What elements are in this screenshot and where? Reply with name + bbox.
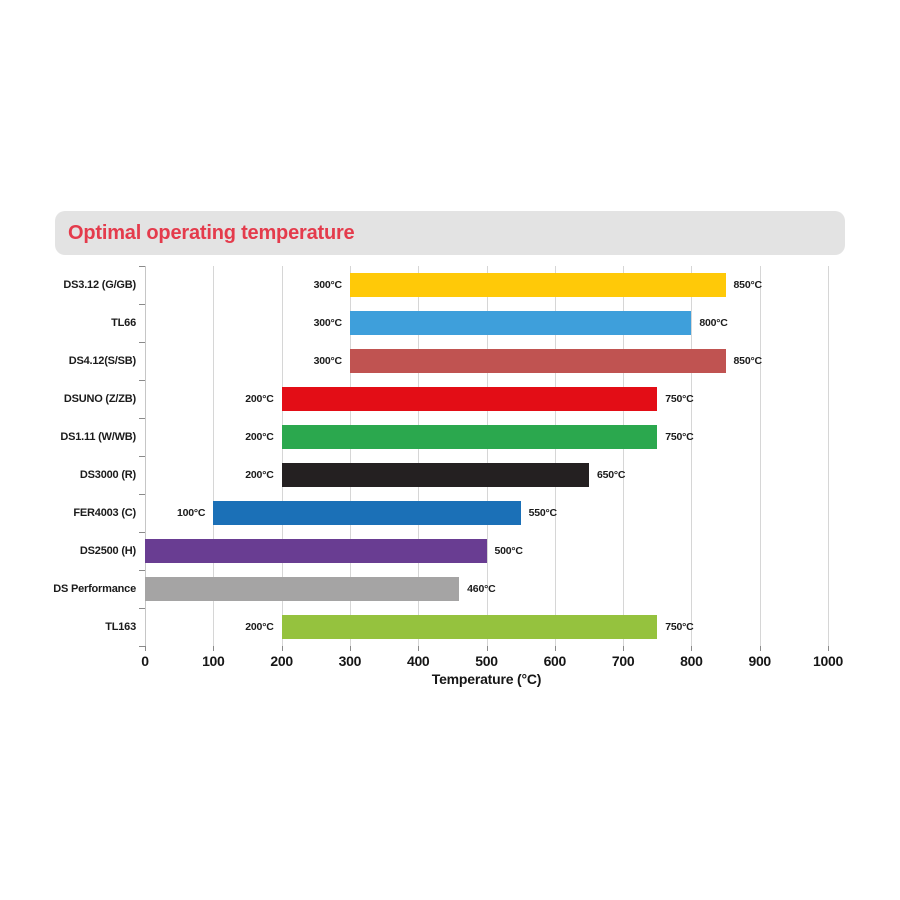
- bar-end-label: 500°C: [494, 545, 524, 557]
- bar-start-label: 300°C: [313, 317, 343, 329]
- x-axis-tick-800: [691, 646, 693, 651]
- bar-end-label: 850°C: [733, 279, 763, 291]
- gridline-700: [623, 266, 625, 646]
- gridline-100: [213, 266, 215, 646]
- x-tick-label-700: 700: [611, 653, 635, 669]
- x-axis-title: Temperature (°C): [431, 671, 542, 687]
- bar-end-label: 750°C: [665, 431, 694, 443]
- category-label: DS Performance: [53, 583, 136, 595]
- y-axis-tick-5: [139, 456, 145, 457]
- x-axis-tick-200: [281, 646, 283, 651]
- category-label: DS2500 (H): [79, 545, 136, 557]
- bar: [349, 349, 726, 373]
- x-axis-tick-600: [554, 646, 556, 651]
- gridline-300: [349, 266, 351, 646]
- y-axis-tick-3: [139, 380, 145, 381]
- y-axis-tick-1: [139, 304, 145, 305]
- y-axis-tick-0: [139, 266, 145, 267]
- x-axis-tick-1000: [828, 646, 829, 651]
- bar: [281, 425, 658, 449]
- chart-title-bar: Optimal operating temperature: [55, 211, 845, 255]
- bar-end-label: 750°C: [665, 621, 694, 633]
- x-tick-label-300: 300: [338, 653, 362, 669]
- category-label: FER4003 (C): [73, 507, 136, 519]
- bar-end-label: 800°C: [699, 317, 728, 329]
- category-label: DS3.12 (G/GB): [63, 279, 136, 291]
- bar: [349, 273, 726, 297]
- x-tick-label-400: 400: [406, 653, 430, 669]
- bar: [145, 577, 460, 601]
- category-label: TL66: [111, 317, 136, 329]
- bar-start-label: 200°C: [245, 393, 274, 405]
- bar: [281, 463, 589, 487]
- y-axis-line: [145, 266, 146, 646]
- chart-title: Optimal operating temperature: [68, 221, 355, 244]
- category-label: DSUNO (Z/ZB): [63, 393, 136, 405]
- gridline-400: [418, 266, 420, 646]
- x-tick-label-900: 900: [748, 653, 771, 669]
- gridline-500: [486, 266, 488, 646]
- gridline-200: [281, 266, 283, 646]
- bar-start-label: 200°C: [245, 431, 274, 443]
- x-axis-tick-500: [486, 646, 488, 651]
- y-axis-tick-7: [139, 532, 145, 533]
- x-axis-tick-700: [623, 646, 625, 651]
- gridline-1000: [828, 266, 829, 646]
- y-axis-tick-6: [139, 494, 145, 495]
- x-tick-label-600: 600: [543, 653, 567, 669]
- gridline-900: [759, 266, 761, 646]
- bar-start-label: 200°C: [245, 621, 274, 633]
- bar-start-label: 300°C: [313, 355, 343, 367]
- category-label: TL163: [105, 621, 136, 633]
- bar-end-label: 460°C: [467, 583, 496, 595]
- x-tick-label-0: 0: [141, 653, 149, 669]
- bar-end-label: 550°C: [528, 507, 558, 519]
- category-label: DS1.11 (W/WB): [60, 431, 136, 443]
- bar: [145, 539, 487, 563]
- y-axis-tick-9: [139, 608, 145, 609]
- bar: [281, 615, 658, 639]
- bar-end-label: 850°C: [733, 355, 763, 367]
- x-axis-tick-100: [213, 646, 215, 651]
- bar-start-label: 100°C: [176, 507, 206, 519]
- y-axis-tick-4: [139, 418, 145, 419]
- bar: [281, 387, 658, 411]
- x-tick-label-800: 800: [680, 653, 703, 669]
- category-label: DS3000 (R): [79, 469, 136, 481]
- x-tick-label-200: 200: [270, 653, 293, 669]
- y-axis-tick-8: [139, 570, 145, 571]
- bar-start-label: 200°C: [245, 469, 274, 481]
- gridline-600: [554, 266, 556, 646]
- category-label: DS4.12(S/SB): [68, 355, 136, 367]
- y-axis-tick-10: [139, 646, 145, 647]
- bar: [213, 501, 521, 525]
- gridline-800: [691, 266, 693, 646]
- x-tick-label-1000: 1000: [813, 653, 843, 669]
- x-axis-tick-0: [145, 646, 146, 651]
- bar: [349, 311, 692, 335]
- bar-end-label: 650°C: [596, 469, 626, 481]
- bar-end-label: 750°C: [665, 393, 694, 405]
- x-axis-tick-300: [349, 646, 351, 651]
- x-axis-tick-400: [418, 646, 420, 651]
- x-axis-tick-900: [759, 646, 761, 651]
- x-tick-label-500: 500: [475, 653, 498, 669]
- x-tick-label-100: 100: [202, 653, 225, 669]
- bar-start-label: 300°C: [313, 279, 343, 291]
- y-axis-tick-2: [139, 342, 145, 343]
